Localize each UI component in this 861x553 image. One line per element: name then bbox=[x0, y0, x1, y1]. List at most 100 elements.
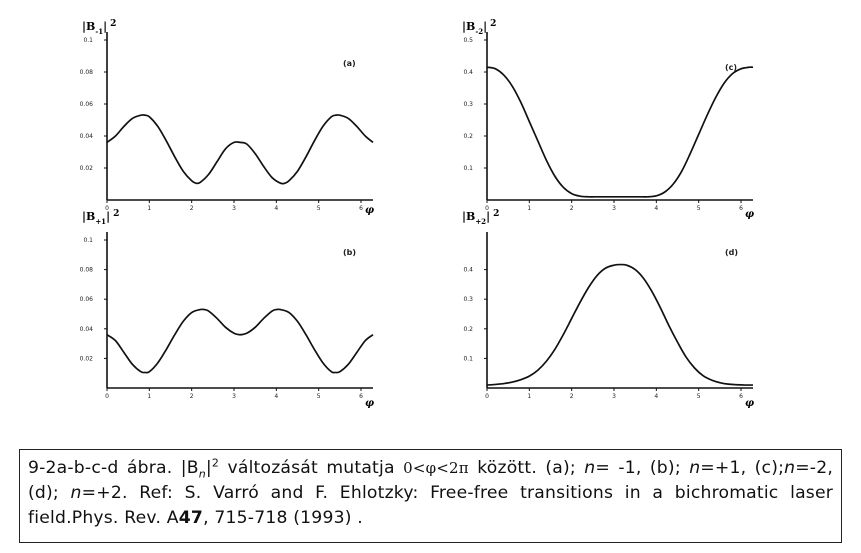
y-axis-title: |B+2| 2 bbox=[462, 209, 499, 226]
x-axis-title: φ bbox=[745, 209, 754, 220]
x-tick-label: 1 bbox=[527, 205, 531, 212]
x-tick-label: 5 bbox=[317, 393, 321, 400]
y-axis-title: |B+1| 2 bbox=[82, 209, 119, 226]
y-tick-label: 0.1 bbox=[83, 237, 93, 244]
y-tick-label: 0.02 bbox=[80, 165, 94, 172]
y-axis-title-symbol: |B bbox=[462, 20, 475, 33]
caption-range: 0<φ<2π bbox=[403, 459, 469, 477]
x-tick-label: 3 bbox=[612, 393, 616, 400]
y-axis-title-symbol: |B bbox=[82, 20, 95, 33]
y-tick-label: 0.06 bbox=[80, 296, 94, 303]
y-tick-label: 0.1 bbox=[83, 37, 93, 44]
x-tick-label: 6 bbox=[739, 205, 743, 212]
caption-b-sub: n bbox=[198, 467, 206, 481]
y-tick-label: 0.4 bbox=[463, 69, 473, 76]
chart-panel-d: 0 1 2 3 4 5 60.10.20.30.4|B+2| 2(d)φ bbox=[462, 209, 754, 409]
y-axis-title: |B-1| 2 bbox=[82, 19, 116, 36]
panel-label: (d) bbox=[725, 248, 738, 257]
y-axis-title-sub: -1 bbox=[95, 27, 103, 36]
y-axis-title-bar: | bbox=[486, 210, 490, 223]
y-tick-label: 0.4 bbox=[463, 267, 473, 274]
x-tick-label: 2 bbox=[570, 393, 574, 400]
x-tick-label: 5 bbox=[317, 205, 321, 212]
y-axis-title-sup: 2 bbox=[493, 209, 499, 219]
x-tick-label: 4 bbox=[274, 205, 278, 212]
caption-n-3: n bbox=[784, 458, 796, 478]
y-tick-label: 0.3 bbox=[463, 296, 473, 303]
caption-text-2: között. (a); bbox=[468, 458, 585, 478]
y-axis-title-sup: 2 bbox=[113, 209, 119, 219]
x-tick-label: 5 bbox=[697, 393, 701, 400]
y-axis-title-sub: +2 bbox=[475, 217, 486, 226]
y-axis-title: |B-2| 2 bbox=[462, 19, 496, 36]
x-axis-title: φ bbox=[365, 398, 374, 409]
x-tick-label: 3 bbox=[612, 205, 616, 212]
series-line bbox=[106, 308, 374, 374]
y-axis-title-symbol: |B bbox=[462, 210, 475, 223]
x-tick-label: 0 bbox=[485, 205, 489, 212]
panel-label: (a) bbox=[343, 59, 356, 68]
x-tick-label: 2 bbox=[190, 393, 194, 400]
x-tick-label: 3 bbox=[232, 393, 236, 400]
y-tick-label: 0.08 bbox=[80, 267, 94, 274]
x-tick-label: 3 bbox=[232, 205, 236, 212]
x-tick-label: 2 bbox=[190, 205, 194, 212]
chart-panel-c: 0 1 2 3 4 5 60.10.20.30.40.5|B-2| 2(c)φ bbox=[462, 19, 754, 220]
y-tick-label: 0.3 bbox=[463, 101, 473, 108]
caption-b-close: | bbox=[205, 458, 212, 478]
y-axis-title-symbol: |B bbox=[82, 210, 95, 223]
y-axis-title-sup: 2 bbox=[110, 19, 116, 29]
series-line bbox=[486, 263, 754, 386]
panel-label: (b) bbox=[343, 248, 356, 257]
x-tick-label: 5 bbox=[697, 205, 701, 212]
series-line bbox=[486, 66, 754, 198]
x-tick-label: 0 bbox=[105, 393, 109, 400]
figure-caption: 9-2a-b-c-d ábra. |Bn|2 változását mutatj… bbox=[19, 449, 842, 543]
y-tick-label: 0.04 bbox=[80, 133, 94, 140]
x-tick-label: 2 bbox=[570, 205, 574, 212]
y-tick-label: 0.06 bbox=[80, 101, 94, 108]
caption-n-4: n bbox=[70, 483, 82, 503]
caption-b-sup: 2 bbox=[211, 456, 220, 470]
x-axis-title: φ bbox=[365, 205, 374, 216]
series-line bbox=[106, 114, 374, 185]
x-tick-label: 6 bbox=[359, 205, 363, 212]
y-axis-title-sub: -2 bbox=[475, 27, 483, 36]
x-axis-title: φ bbox=[745, 398, 754, 409]
caption-text-6: =+2. Ref: S. Varró and F. Ehlotzky: Free… bbox=[28, 483, 833, 528]
caption-text-3: = -1, (b); bbox=[595, 458, 690, 478]
y-tick-label: 0.2 bbox=[463, 326, 473, 333]
caption-fig-id: 9-2a-b-c-d ábra. bbox=[28, 458, 181, 478]
x-tick-label: 4 bbox=[274, 393, 278, 400]
y-tick-label: 0.2 bbox=[463, 133, 473, 140]
y-tick-label: 0.02 bbox=[80, 355, 94, 362]
y-tick-label: 0.04 bbox=[80, 326, 94, 333]
y-axis-title-bar: | bbox=[483, 20, 487, 33]
caption-text-4: =+1, (c); bbox=[700, 458, 785, 478]
y-axis-title-sup: 2 bbox=[490, 19, 496, 29]
x-tick-label: 0 bbox=[105, 205, 109, 212]
x-tick-label: 1 bbox=[147, 205, 151, 212]
caption-text-1: változását mutatja bbox=[219, 458, 404, 478]
x-tick-label: 6 bbox=[359, 393, 363, 400]
x-tick-label: 1 bbox=[527, 393, 531, 400]
x-tick-label: 4 bbox=[654, 393, 658, 400]
x-tick-label: 6 bbox=[739, 393, 743, 400]
chart-panel-a: 0 1 2 3 4 5 60.020.040.060.080.1|B-1| 2(a)φ bbox=[80, 19, 374, 216]
caption-n-1: n bbox=[584, 458, 596, 478]
y-axis-title-bar: | bbox=[103, 20, 107, 33]
caption-text-5: =-2, (d); bbox=[28, 458, 834, 503]
y-tick-label: 0.1 bbox=[463, 355, 473, 362]
x-tick-label: 0 bbox=[485, 393, 489, 400]
y-tick-label: 0.1 bbox=[463, 165, 473, 172]
y-axis-title-bar: | bbox=[106, 210, 110, 223]
figure: 0 1 2 3 4 5 60.020.040.060.080.1|B-1| 2(a)φ0 1 2 3… bbox=[80, 19, 754, 409]
y-axis-title-sub: +1 bbox=[95, 217, 106, 226]
x-tick-label: 4 bbox=[654, 205, 658, 212]
x-tick-label: 1 bbox=[147, 393, 151, 400]
panel-label: (c) bbox=[725, 63, 737, 72]
y-tick-label: 0.08 bbox=[80, 69, 94, 76]
caption-text-7: , 715-718 (1993) . bbox=[203, 508, 363, 528]
chart-panel-b: 0 1 2 3 4 5 60.020.040.060.080.1|B+1| 2(b)φ bbox=[80, 209, 374, 409]
caption-b-symbol: |B bbox=[180, 458, 199, 478]
